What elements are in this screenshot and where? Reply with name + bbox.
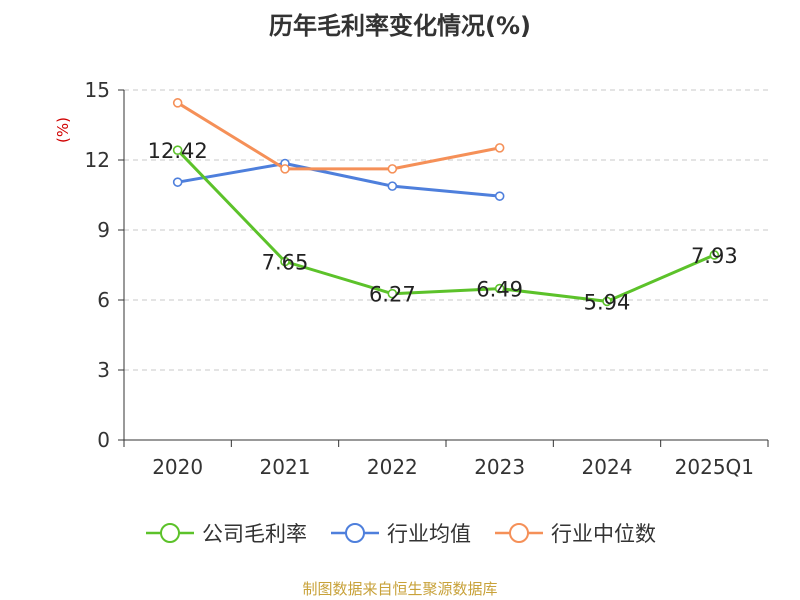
x-tick-label: 2021 [260,455,311,479]
grid-layer [124,89,768,371]
x-tick-label: 2020 [152,455,203,479]
series-layer [172,98,720,307]
data-point [709,250,720,260]
data-point [387,181,398,191]
data-label: 5.94 [584,290,631,314]
legend-marker [331,523,379,543]
y-tick-label: 6 [97,288,110,312]
data-label: 7.65 [262,251,309,275]
legend-marker [146,523,194,543]
legend-label: 行业均值 [387,522,471,546]
x-tick-label: 2022 [367,455,418,479]
legend-label: 行业中位数 [551,522,656,546]
data-label: 6.49 [476,278,523,302]
y-tick-label: 3 [97,358,110,382]
data-point [172,98,183,108]
x-tick-label: 2024 [582,455,633,479]
data-point [494,191,505,201]
data-point [387,164,398,174]
axis-layer: 0 3 6 9 12 15 2020 2021 2022 2023 2024 2025Q1 (%) [54,78,769,479]
y-tick-label: 15 [85,78,110,102]
data-point [602,296,612,307]
data-point [494,143,505,153]
data-label: 12.42 [148,139,208,163]
legend: 公司毛利率 行业均值 行业中位数 [0,518,800,548]
data-point [387,288,398,299]
legend-label: 公司毛利率 [202,522,307,546]
data-point [172,177,183,187]
legend-item[interactable]: 行业中位数 [493,518,656,548]
data-point [494,283,505,294]
x-tick-label: 2025Q1 [675,455,754,479]
x-tick-label: 2023 [474,455,525,479]
data-label: 7.93 [691,244,738,268]
data-point [280,164,290,174]
y-tick-label: 12 [85,148,110,172]
legend-item[interactable]: 行业均值 [329,518,471,548]
legend-item[interactable]: 公司毛利率 [144,518,307,548]
legend-marker [495,523,543,543]
data-point [172,145,183,155]
y-tick-label: 9 [97,218,110,242]
data-label: 6.27 [369,283,416,307]
label-layer: 12.42 7.65 6.27 6.49 5.94 7.93 [148,139,738,314]
data-point [280,256,290,267]
series-line [176,101,500,171]
series-line [177,162,500,198]
y-axis-label: (%) [54,117,72,143]
chart-title: 历年毛利率变化情况(%) [269,12,531,40]
y-tick-label: 0 [97,428,110,452]
series-line [176,149,715,303]
source-note: 制图数据来自恒生聚源数据库 [302,580,498,598]
